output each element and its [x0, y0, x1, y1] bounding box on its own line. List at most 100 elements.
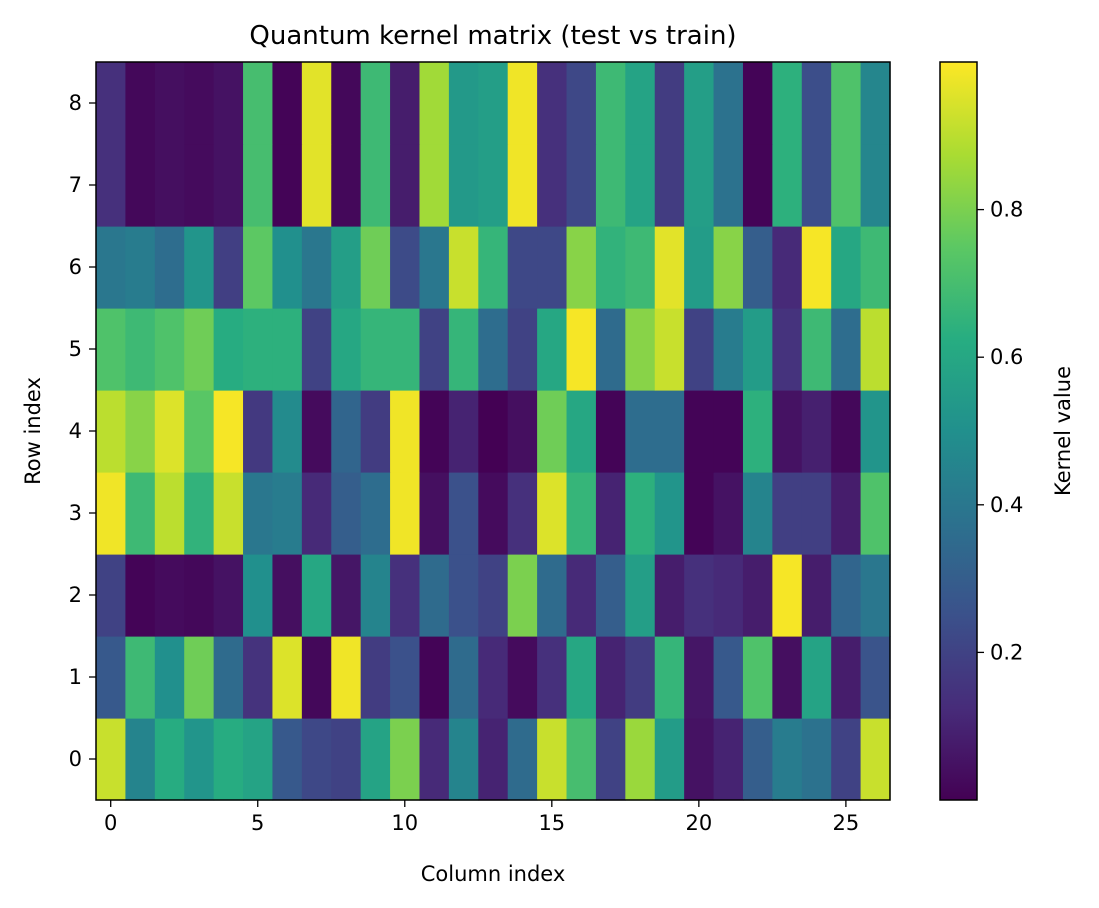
heatmap-cell-r0-c10 [390, 718, 421, 801]
heatmap-cell-r0-c12 [448, 718, 479, 801]
y-tick-label: 2 [69, 583, 82, 607]
heatmap-cell-r8-c0 [96, 62, 127, 145]
heatmap-cell-r7-c9 [360, 144, 391, 227]
x-axis-ticks: 0 5 10 15 20 25 [104, 800, 859, 835]
heatmap-cell-r4-c3 [184, 390, 215, 473]
heatmap-cell-r2-c8 [331, 554, 362, 637]
heatmap-cell-r2-c24 [801, 554, 832, 637]
colorbar-label: Kernel value [1051, 366, 1075, 496]
heatmap-cell-r6-c3 [184, 226, 215, 309]
heatmap-cell-r6-c6 [272, 226, 303, 309]
heatmap-cell-r1-c26 [860, 636, 891, 719]
chart-title: Quantum kernel matrix (test vs train) [249, 21, 736, 51]
heatmap-cell-r8-c21 [713, 62, 744, 145]
heatmap-cell-r7-c0 [96, 144, 127, 227]
heatmap-cell-r3-c16 [566, 472, 597, 555]
heatmap-cell-r8-c6 [272, 62, 303, 145]
heatmap-cell-r6-c2 [154, 226, 185, 309]
heatmap-cell-r8-c10 [390, 62, 421, 145]
heatmap-cell-r7-c5 [243, 144, 274, 227]
heatmap-cell-r8-c14 [507, 62, 538, 145]
y-tick-label: 6 [69, 255, 82, 279]
heatmap-cell-r6-c23 [772, 226, 803, 309]
heatmap-cell-r5-c1 [125, 308, 156, 391]
heatmap-cells [96, 62, 891, 801]
heatmap-cell-r6-c19 [654, 226, 685, 309]
heatmap-cell-r1-c9 [360, 636, 391, 719]
heatmap-cell-r1-c10 [390, 636, 421, 719]
heatmap-cell-r7-c7 [301, 144, 332, 227]
heatmap-cell-r3-c13 [478, 472, 509, 555]
heatmap-cell-r1-c12 [448, 636, 479, 719]
colorbar [939, 61, 978, 801]
heatmap-cell-r8-c22 [742, 62, 773, 145]
heatmap-cell-r5-c13 [478, 308, 509, 391]
heatmap-cell-r2-c5 [243, 554, 274, 637]
colorbar-tick-label: 0.4 [990, 493, 1023, 517]
heatmap-cell-r0-c4 [213, 718, 244, 801]
heatmap-cell-r2-c21 [713, 554, 744, 637]
heatmap-cell-r5-c14 [507, 308, 538, 391]
heatmap-cell-r7-c15 [537, 144, 568, 227]
heatmap-cell-r6-c5 [243, 226, 274, 309]
heatmap-cell-r6-c11 [419, 226, 450, 309]
heatmap-cell-r1-c19 [654, 636, 685, 719]
heatmap-cell-r8-c12 [448, 62, 479, 145]
heatmap-cell-r1-c4 [213, 636, 244, 719]
heatmap-cell-r3-c21 [713, 472, 744, 555]
heatmap-cell-r6-c10 [390, 226, 421, 309]
heatmap-cell-r5-c10 [390, 308, 421, 391]
heatmap-cell-r5-c2 [154, 308, 185, 391]
colorbar-tick-label: 0.2 [990, 640, 1023, 664]
heatmap-cell-r3-c20 [684, 472, 715, 555]
x-tick-label: 15 [538, 811, 565, 835]
heatmap-cell-r2-c2 [154, 554, 185, 637]
heatmap-cell-r6-c17 [595, 226, 626, 309]
heatmap-cell-r4-c1 [125, 390, 156, 473]
x-tick-label: 0 [104, 811, 117, 835]
heatmap-cell-r3-c9 [360, 472, 391, 555]
heatmap-cell-r1-c20 [684, 636, 715, 719]
heatmap-cell-r5-c3 [184, 308, 215, 391]
heatmap-cell-r7-c17 [595, 144, 626, 227]
heatmap-cell-r3-c7 [301, 472, 332, 555]
heatmap-cell-r5-c16 [566, 308, 597, 391]
heatmap-cell-r7-c1 [125, 144, 156, 227]
heatmap-cell-r5-c23 [772, 308, 803, 391]
heatmap-cell-r8-c24 [801, 62, 832, 145]
heatmap-cell-r8-c19 [654, 62, 685, 145]
heatmap-cell-r0-c8 [331, 718, 362, 801]
heatmap-cell-r2-c3 [184, 554, 215, 637]
heatmap-cell-r5-c22 [742, 308, 773, 391]
heatmap-cell-r6-c8 [331, 226, 362, 309]
heatmap-cell-r7-c13 [478, 144, 509, 227]
heatmap-cell-r2-c11 [419, 554, 450, 637]
heatmap-cell-r0-c25 [831, 718, 862, 801]
y-tick-label: 4 [69, 419, 82, 443]
heatmap-cell-r1-c16 [566, 636, 597, 719]
heatmap-cell-r6-c4 [213, 226, 244, 309]
heatmap-cell-r3-c18 [625, 472, 656, 555]
heatmap-cell-r1-c24 [801, 636, 832, 719]
heatmap-cell-r0-c18 [625, 718, 656, 801]
heatmap-cell-r8-c26 [860, 62, 891, 145]
heatmap-cell-r4-c25 [831, 390, 862, 473]
colorbar-tick-label: 0.8 [990, 198, 1023, 222]
colorbar-tick-label: 0.6 [990, 345, 1023, 369]
heatmap-cell-r4-c2 [154, 390, 185, 473]
heatmap-cell-r6-c24 [801, 226, 832, 309]
heatmap-cell-r2-c22 [742, 554, 773, 637]
heatmap-cell-r7-c14 [507, 144, 538, 227]
heatmap-cell-r8-c23 [772, 62, 803, 145]
heatmap-cell-r2-c9 [360, 554, 391, 637]
heatmap-cell-r3-c22 [742, 472, 773, 555]
heatmap-cell-r0-c21 [713, 718, 744, 801]
heatmap-cell-r7-c21 [713, 144, 744, 227]
heatmap-cell-r8-c4 [213, 62, 244, 145]
colorbar-ticks: 0.2 0.4 0.6 0.8 [977, 198, 1023, 664]
heatmap-cell-r4-c4 [213, 390, 244, 473]
heatmap-cell-r6-c26 [860, 226, 891, 309]
heatmap-cell-r5-c20 [684, 308, 715, 391]
heatmap-cell-r5-c6 [272, 308, 303, 391]
